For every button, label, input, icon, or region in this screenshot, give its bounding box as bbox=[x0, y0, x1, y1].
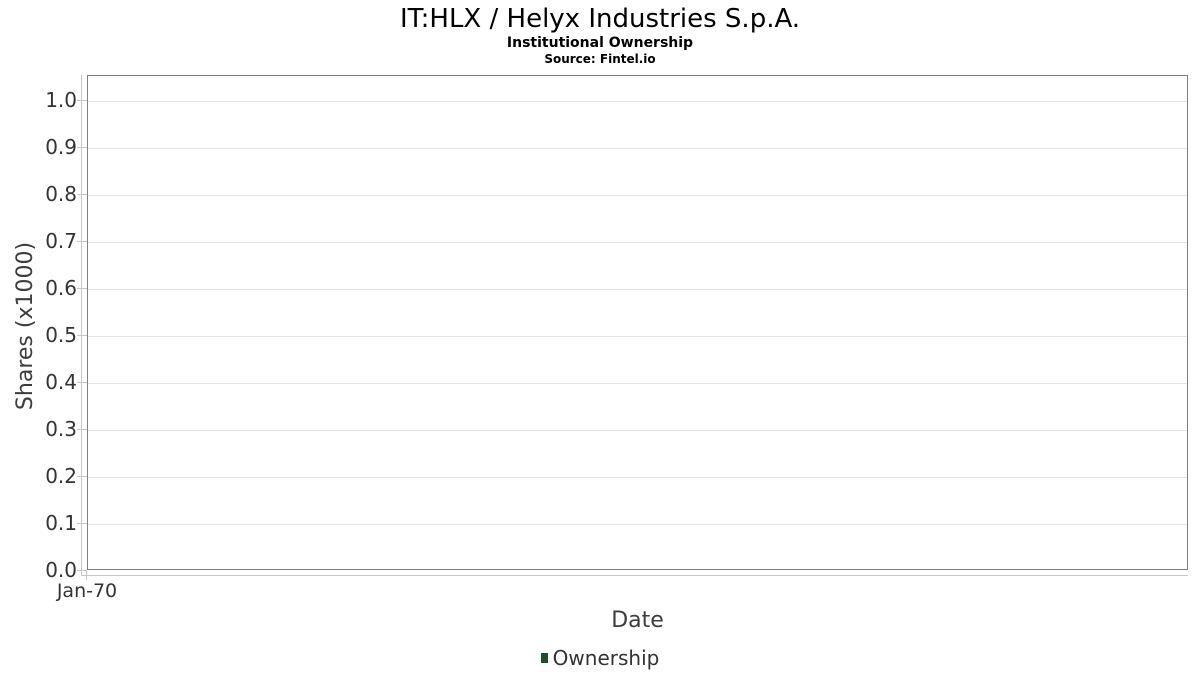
gridline bbox=[88, 101, 1187, 102]
gridline bbox=[88, 336, 1187, 337]
y-tick-mark bbox=[77, 382, 87, 383]
y-tick-mark bbox=[77, 241, 87, 242]
legend-series-label: Ownership bbox=[552, 646, 660, 670]
legend: Ownership bbox=[0, 645, 1200, 671]
y-tick-mark bbox=[77, 335, 87, 336]
y-tick-mark bbox=[77, 476, 87, 477]
y-tick-label: 0.7 bbox=[45, 229, 77, 253]
x-tick-mark bbox=[86, 571, 87, 580]
gridline bbox=[88, 477, 1187, 478]
y-tick-label: 0.0 bbox=[45, 558, 77, 582]
y-tick-label: 1.0 bbox=[45, 88, 77, 112]
plot-area bbox=[87, 75, 1188, 570]
y-tick-label: 0.4 bbox=[45, 370, 77, 394]
gridline bbox=[88, 383, 1187, 384]
gridline bbox=[88, 430, 1187, 431]
x-tick-label: Jan-70 bbox=[56, 580, 118, 602]
gridline bbox=[88, 148, 1187, 149]
chart-subtitle: Institutional Ownership bbox=[506, 35, 694, 51]
y-tick-mark bbox=[77, 523, 87, 524]
gridline bbox=[88, 524, 1187, 525]
gridline bbox=[88, 242, 1187, 243]
y-tick-mark bbox=[77, 429, 87, 430]
gridline bbox=[88, 289, 1187, 290]
y-tick-label: 0.3 bbox=[45, 417, 77, 441]
y-tick-mark bbox=[77, 570, 87, 571]
y-tick-label: 0.6 bbox=[45, 276, 77, 300]
y-tick-label: 0.2 bbox=[45, 464, 77, 488]
y-tick-label: 0.1 bbox=[45, 511, 77, 535]
y-tick-mark bbox=[77, 288, 87, 289]
legend-series-marker-icon bbox=[540, 653, 548, 663]
y-tick-label: 0.9 bbox=[45, 135, 77, 159]
y-tick-mark bbox=[77, 194, 87, 195]
y-tick-label: 0.8 bbox=[45, 182, 77, 206]
chart-title: IT:HLX / Helyx Industries S.p.A. bbox=[399, 4, 801, 34]
y-tick-mark bbox=[77, 100, 87, 101]
y-axis-line bbox=[81, 75, 82, 575]
x-axis-title: Date bbox=[611, 608, 664, 633]
x-axis-line bbox=[81, 575, 1188, 576]
y-tick-label: 0.5 bbox=[45, 323, 77, 347]
y-tick-mark bbox=[77, 147, 87, 148]
gridline bbox=[88, 195, 1187, 196]
chart-source: Source: Fintel.io bbox=[544, 52, 656, 66]
